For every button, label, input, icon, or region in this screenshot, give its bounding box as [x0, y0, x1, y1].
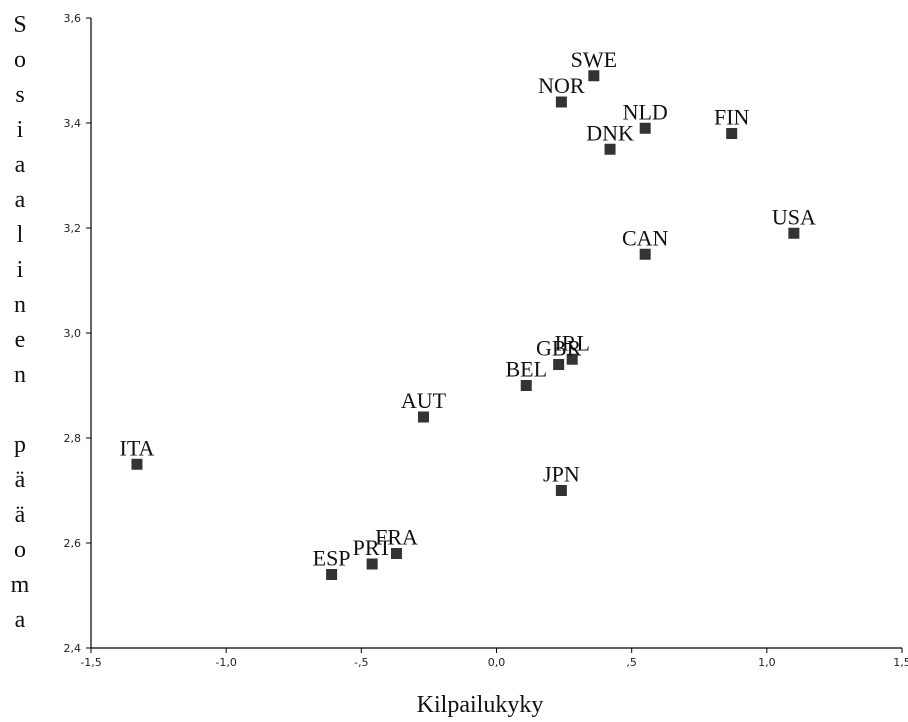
y-axis-title-char: p	[14, 432, 26, 458]
point-label-nld: NLD	[623, 99, 668, 124]
y-axis-title-char: S	[13, 12, 26, 38]
y-axis-title-char: a	[15, 187, 26, 213]
point-label-jpn: JPN	[543, 462, 580, 487]
data-point-dnk	[604, 143, 616, 155]
data-point-nor	[555, 96, 567, 108]
point-label-irl: IRL	[554, 330, 589, 355]
data-point-fin	[726, 128, 738, 139]
data-point-fra	[390, 548, 402, 559]
point-label-prt: PRT	[353, 535, 393, 560]
data-point-usa	[788, 227, 800, 239]
y-tick-label: 3,2	[64, 222, 82, 235]
y-axis-title-char: ä	[15, 502, 26, 528]
plot-axes	[90, 18, 902, 649]
point-label-aut: AUT	[401, 388, 447, 413]
point-label-gbr: GBR	[536, 336, 582, 361]
y-axis-title-char: n	[14, 292, 26, 318]
data-point-swe	[588, 70, 600, 82]
y-axis-title-char: ä	[15, 467, 26, 493]
data-point-jpn	[555, 485, 567, 496]
data-point-nld	[639, 122, 651, 134]
y-axis-title-char: l	[17, 222, 24, 248]
y-tick-label: 2,8	[64, 432, 82, 445]
y-axis-title-char: o	[14, 537, 26, 563]
y-tick-label: 3,4	[64, 117, 82, 130]
y-axis-title-char: o	[14, 47, 26, 73]
y-axis-title-char: n	[14, 362, 26, 388]
x-tick-label: 0,0	[488, 656, 506, 669]
point-label-ita: ITA	[120, 435, 155, 460]
point-label-usa: USA	[772, 204, 816, 229]
data-point-can	[639, 248, 651, 260]
x-tick-label: 1,5	[893, 656, 908, 669]
data-point-prt	[366, 558, 378, 570]
point-label-esp: ESP	[313, 546, 351, 571]
x-tick-label: -1,5	[80, 656, 101, 669]
axis-ticks: -1,5 -1,0 -,5 0,0 ,5 1,0 1,5 2,4 2,6 2,8 3,0 3,2 3,4…	[64, 12, 908, 669]
point-label-fin: FIN	[714, 105, 750, 130]
data-point-bel	[520, 380, 532, 391]
data-point-esp	[326, 569, 338, 580]
x-tick-label: 1,0	[758, 656, 776, 669]
y-tick-label: 2,6	[64, 537, 82, 550]
y-tick-label: 2,4	[64, 642, 82, 655]
y-tick-label: 3,0	[64, 327, 82, 340]
point-label-fra: FRA	[375, 525, 418, 550]
data-point-ita	[131, 458, 143, 470]
y-axis-title-char: e	[15, 327, 26, 353]
x-tick-label: ,5	[626, 656, 637, 669]
data-point-gbr	[553, 359, 565, 370]
y-axis-title-char: s	[15, 82, 24, 108]
y-axis-title-char: i	[17, 257, 24, 283]
data-point-aut	[418, 411, 430, 423]
point-label-bel: BEL	[505, 357, 547, 382]
point-label-can: CAN	[622, 225, 669, 250]
x-tick-label: -,5	[354, 656, 368, 669]
data-point-irl	[566, 353, 578, 365]
y-tick-label: 3,6	[64, 12, 82, 25]
y-axis-title-char: i	[17, 117, 24, 143]
y-axis-title-char: m	[11, 572, 30, 598]
y-axis-title-char: a	[15, 607, 26, 633]
point-label-dnk: DNK	[586, 120, 634, 145]
x-axis-title: Kilpailukyky	[417, 692, 544, 718]
point-label-swe: SWE	[571, 47, 617, 72]
point-label-nor: NOR	[538, 73, 585, 98]
y-axis-title-char: a	[15, 152, 26, 178]
x-tick-label: -1,0	[215, 656, 236, 669]
